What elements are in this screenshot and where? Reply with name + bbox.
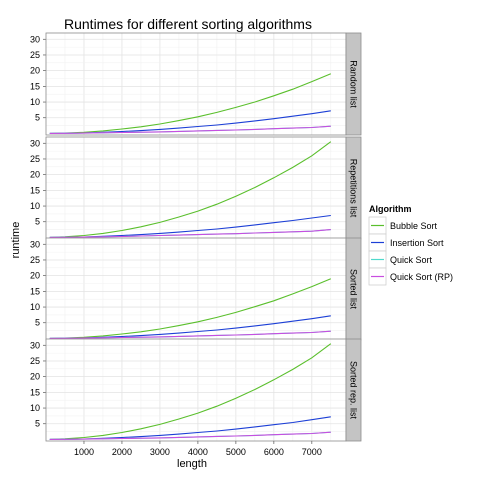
- facet-strip: [345, 32, 362, 136]
- facet-strip-label: Random list: [349, 60, 359, 108]
- x-axis-title: length: [177, 458, 207, 470]
- panel-background: [46, 238, 346, 340]
- gridlines: [46, 238, 346, 340]
- y-tick-label: 30: [30, 340, 40, 350]
- y-tick-label: 10: [30, 201, 40, 211]
- x-tick-label: 5000: [226, 447, 246, 457]
- y-tick-label: 30: [30, 239, 40, 249]
- panels-group: 5 10 15 20 25 30 Random list 5 10 15 20 25 30 Repetit…: [30, 32, 362, 442]
- y-tick-label: 25: [30, 50, 40, 60]
- x-tick-label: 4000: [188, 447, 208, 457]
- y-tick-label: 15: [30, 387, 40, 397]
- y-tick-label: 5: [35, 419, 40, 429]
- x-tick-label: 6000: [264, 447, 284, 457]
- series-line-bubble-sort: [49, 278, 332, 339]
- series-line-quick-sort-rp: [49, 229, 331, 238]
- series-line-quick-sort-rp: [49, 125, 331, 134]
- gridlines: [46, 339, 346, 441]
- y-tick-label: 25: [30, 154, 40, 164]
- chart-title: Runtimes for different sorting algorithm…: [64, 16, 312, 32]
- legend-label: Quick Sort (RP): [390, 272, 453, 282]
- gridlines: [46, 33, 346, 135]
- y-tick-label: 20: [30, 271, 40, 281]
- y-tick-label: 25: [30, 255, 40, 265]
- gridlines: [46, 137, 346, 239]
- x-tick-label: 1000: [74, 447, 94, 457]
- facet-strip-label: Sorted list: [349, 269, 359, 310]
- y-tick-label: 15: [30, 286, 40, 296]
- y-axis-title: runtime: [10, 222, 22, 259]
- panel-random-list: 5 10 15 20 25 30 Random list: [30, 32, 362, 136]
- legend-label: Insertion Sort: [390, 238, 444, 248]
- series-line-bubble-sort: [49, 73, 332, 134]
- legend-entry-insertion-sort: Insertion Sort: [368, 233, 444, 252]
- y-tick-label: 30: [30, 138, 40, 148]
- legend-label: Quick Sort: [390, 255, 433, 265]
- legend-label: Bubble Sort: [390, 221, 438, 231]
- legend-entry-quick-sort-rp: Quick Sort (RP): [368, 267, 453, 286]
- y-tick-label: 5: [35, 318, 40, 328]
- y-tick-label: 20: [30, 170, 40, 180]
- panel-sorted-list: 5 10 15 20 25 30 Sorted list: [30, 237, 362, 341]
- y-tick-label: 25: [30, 356, 40, 366]
- y-tick-label: 10: [30, 302, 40, 312]
- series-line-quick-sort-rp: [49, 431, 331, 440]
- panel-sorted-rep-list: 5 10 15 20 25 30 Sorted rep. list: [30, 338, 362, 442]
- y-tick-label: 15: [30, 81, 40, 91]
- series-line-quick-sort-rp: [49, 330, 331, 339]
- y-tick-label: 5: [35, 113, 40, 123]
- facet-strip-label: Sorted rep. list: [349, 361, 359, 420]
- legend-entry-quick-sort: Quick Sort: [368, 250, 433, 269]
- y-tick-label: 10: [30, 403, 40, 413]
- legend-entry-bubble-sort: Bubble Sort: [368, 216, 438, 235]
- y-tick-label: 5: [35, 217, 40, 227]
- legend: Algorithm Bubble Sort Insertion Sort Quick…: [368, 204, 453, 286]
- y-tick-label: 20: [30, 66, 40, 76]
- facet-strip-label: Repetitions list: [349, 159, 359, 218]
- panel-repetitions-list: 5 10 15 20 25 30 Repetitions list: [30, 136, 362, 240]
- x-axis: 1000 2000 3000 4000 5000 6000 7000: [74, 441, 322, 457]
- y-tick-label: 15: [30, 185, 40, 195]
- series-line-bubble-sort: [49, 343, 332, 440]
- x-tick-label: 7000: [302, 447, 322, 457]
- y-tick-label: 20: [30, 372, 40, 382]
- series-line-bubble-sort: [49, 141, 332, 238]
- panel-background: [46, 339, 346, 441]
- panel-background: [46, 137, 346, 239]
- y-tick-label: 30: [30, 34, 40, 44]
- facet-strip: [345, 338, 362, 442]
- x-tick-label: 3000: [150, 447, 170, 457]
- legend-title: Algorithm: [369, 204, 412, 214]
- x-tick-label: 2000: [112, 447, 132, 457]
- y-tick-label: 10: [30, 97, 40, 107]
- panel-background: [46, 33, 346, 135]
